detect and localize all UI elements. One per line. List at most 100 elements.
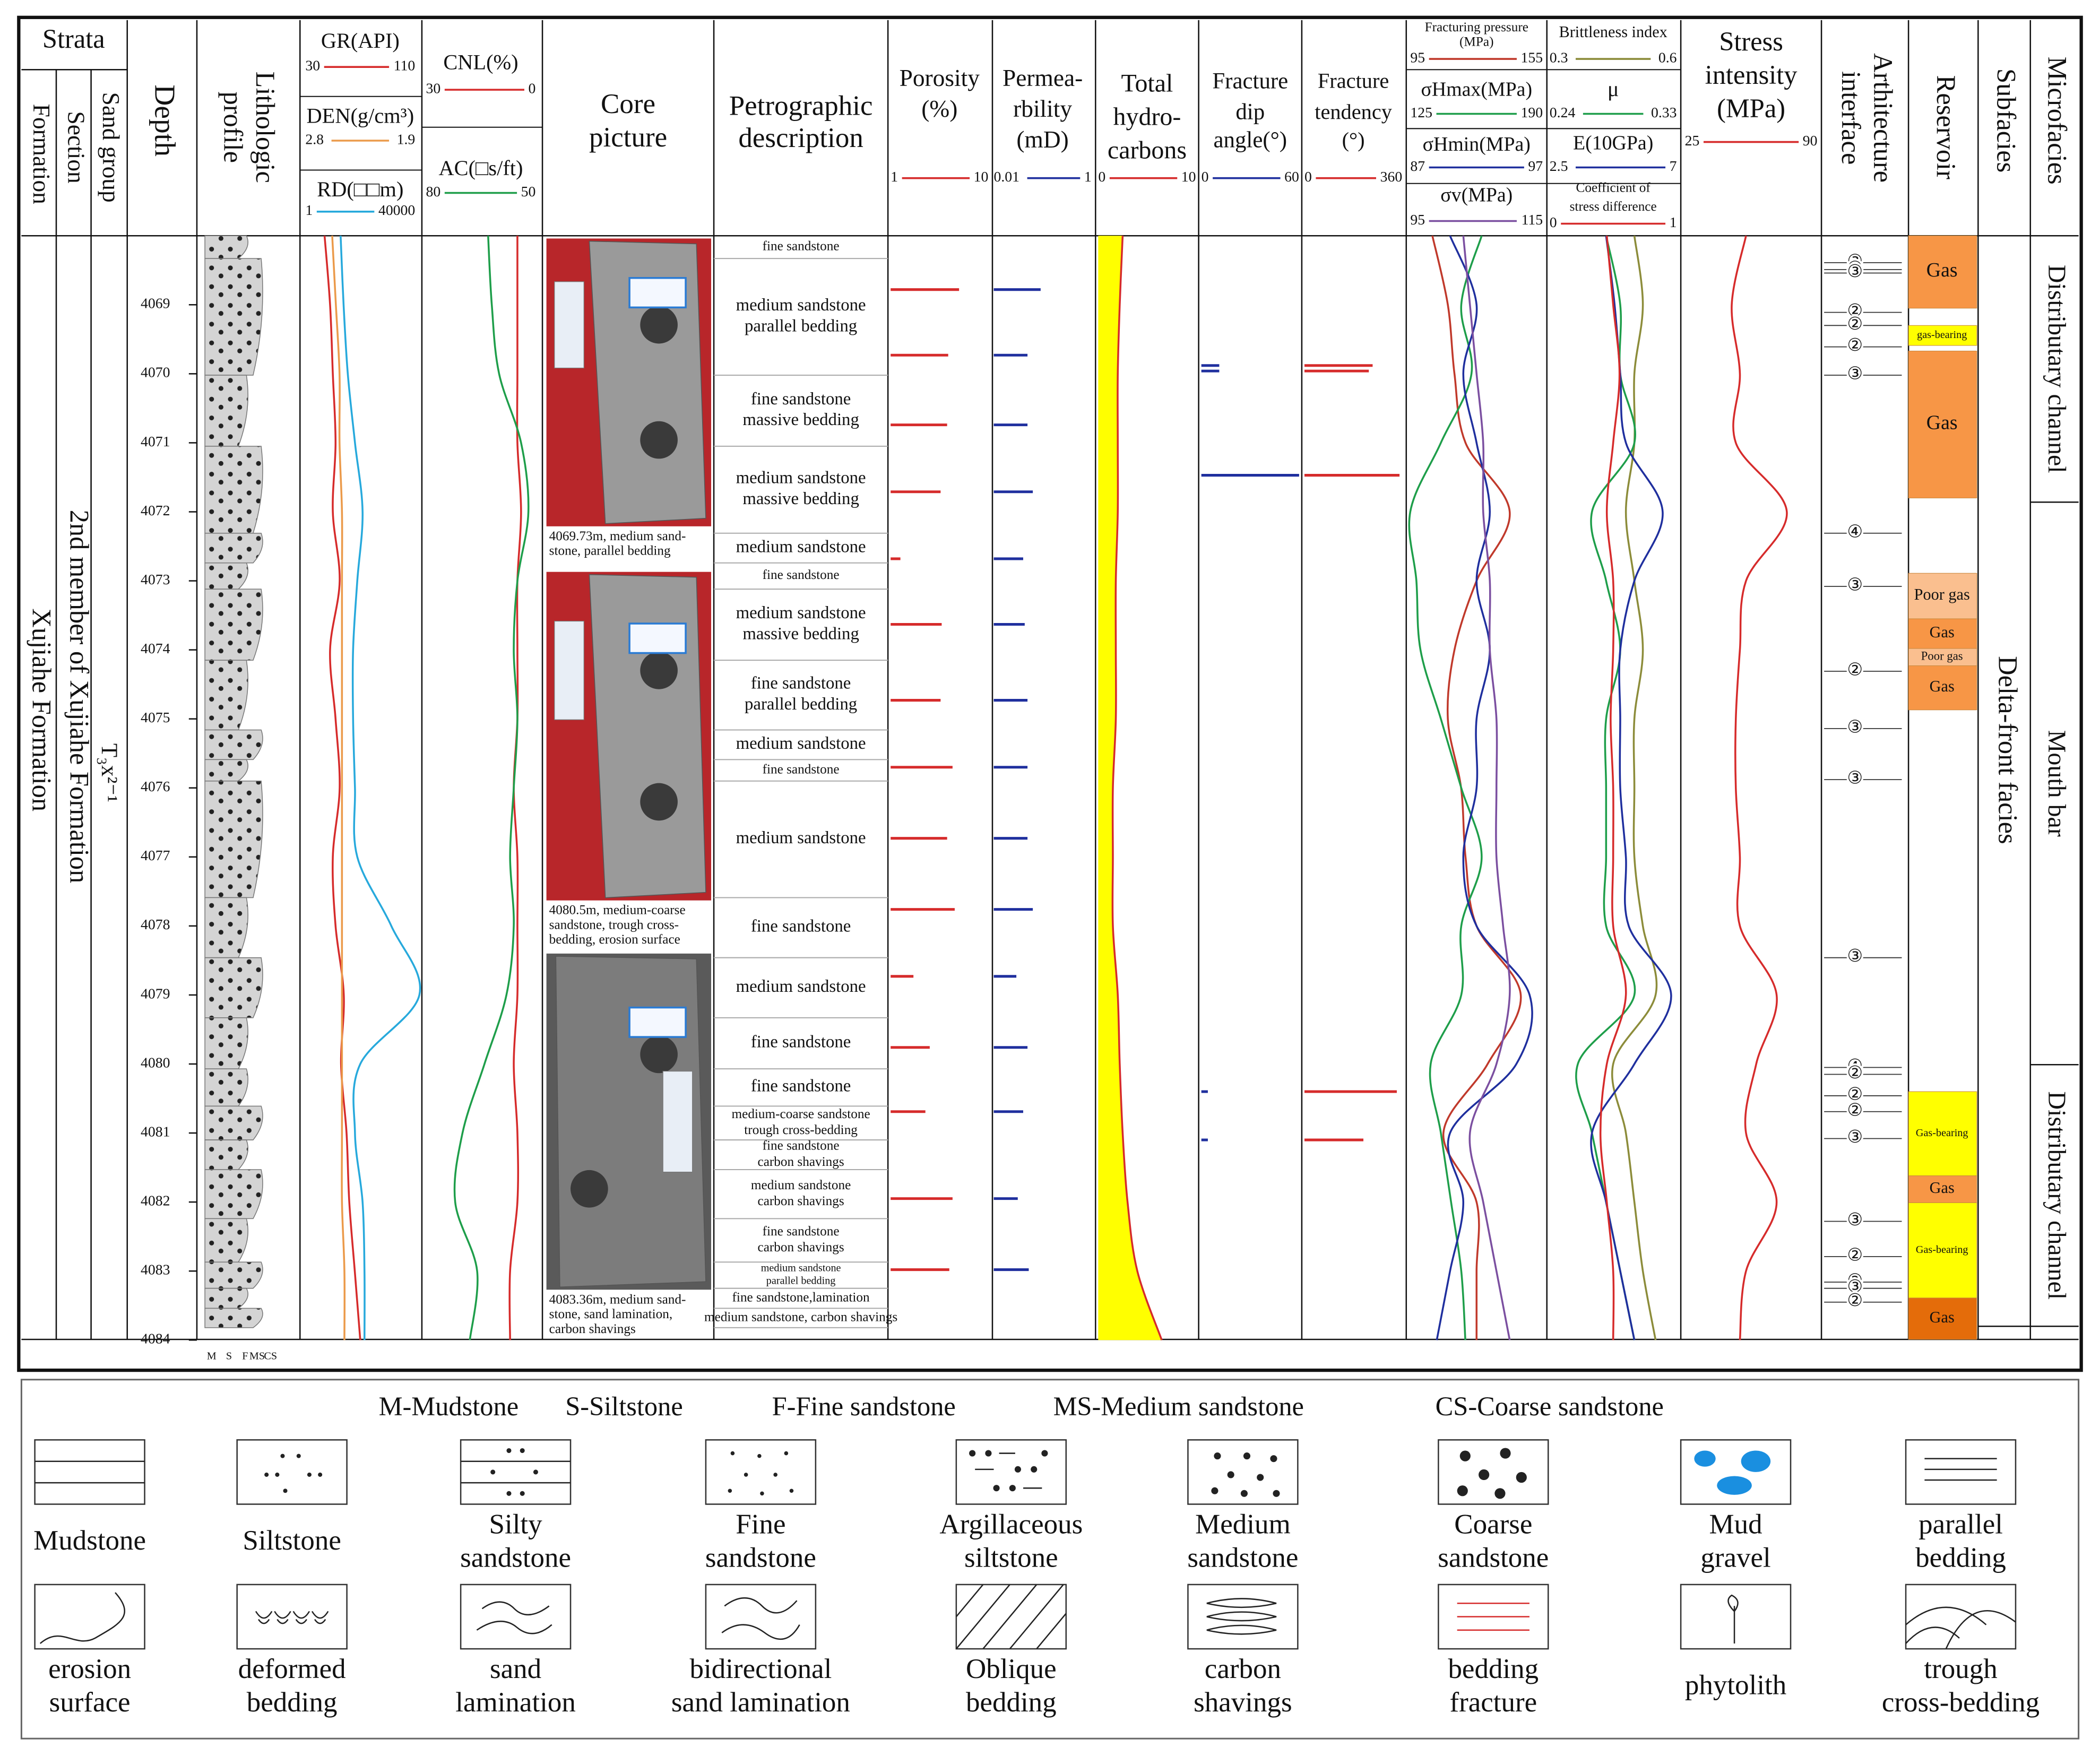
- reservoir-interval: [1908, 350, 1977, 498]
- legend-symbol: [1270, 1455, 1277, 1463]
- legend-symbol: [1500, 1448, 1511, 1459]
- depth-tick-label: 4078: [141, 916, 170, 933]
- legend-symbol: [1494, 1488, 1506, 1499]
- legend-symbol: [1479, 1469, 1490, 1481]
- lithology-bed: [204, 780, 263, 898]
- lithology-bed: [204, 1261, 263, 1289]
- legend-abbreviation: F-Fine sandstone: [772, 1391, 956, 1421]
- legend-symbol: [1741, 1450, 1771, 1472]
- legend-symbol: [773, 1473, 777, 1477]
- legend-abbreviation: S-Siltstone: [565, 1391, 683, 1421]
- depth-tick-label: 4072: [141, 503, 170, 519]
- legend-symbol: [1031, 1466, 1038, 1473]
- lithology-bed: [204, 1105, 263, 1140]
- reservoir-label: Poor gas: [1921, 649, 1963, 662]
- column-header: Petrographic: [729, 91, 873, 122]
- interface-order: ②: [1847, 660, 1862, 679]
- legend-symbol: [721, 1597, 800, 1640]
- bed-description: medium sandstone: [736, 537, 866, 556]
- scale-min: 1: [305, 202, 313, 219]
- scale-max: 155: [1521, 49, 1543, 66]
- legend-label: Oblique: [966, 1654, 1057, 1684]
- reservoir-label: Gas-bearing: [1916, 1127, 1968, 1139]
- legend-label: surface: [49, 1687, 131, 1718]
- legend-symbol: [993, 1485, 1000, 1492]
- bed-description: fine sandstone: [763, 239, 840, 253]
- legend-swatch: [1905, 1439, 2017, 1505]
- core-slab: [589, 240, 706, 524]
- scale-min: 80: [426, 184, 441, 200]
- log-curve: [323, 236, 361, 1340]
- legend-symbol: [39, 1592, 126, 1644]
- bed-description: massive bedding: [742, 489, 859, 508]
- scale-max: 360: [1380, 169, 1403, 185]
- bed-description: massive bedding: [742, 624, 859, 643]
- reservoir-interval: [1908, 1202, 1977, 1299]
- column-header: Formation: [28, 104, 55, 204]
- legend-symbol: [1211, 1487, 1218, 1494]
- lithology-bed: [204, 759, 248, 782]
- track-label: (MPa): [1459, 35, 1493, 49]
- scale-min: 0: [1304, 169, 1312, 185]
- grain-scale-label: S: [226, 1350, 232, 1362]
- depth-tick-label: 4076: [141, 778, 170, 795]
- track-label: carbons: [1108, 136, 1187, 165]
- interface-order: ③: [1847, 575, 1862, 594]
- log-curve: [1462, 236, 1511, 1340]
- core-caption: 4083.36m, medium sand-: [549, 1292, 686, 1307]
- depth-tick-label: 4071: [141, 434, 170, 450]
- legend-swatch: [1905, 1584, 2017, 1650]
- bed-description: medium sandstone: [736, 469, 866, 488]
- reservoir-interval: [1908, 235, 1977, 309]
- legend-label: sand: [490, 1654, 541, 1684]
- legend-abbreviation: CS-Coarse sandstone: [1436, 1391, 1664, 1421]
- legend-symbol: [975, 1452, 1042, 1489]
- legend-symbol: [506, 1491, 512, 1496]
- track-label: (°): [1342, 128, 1365, 152]
- track-label: E(10GPa): [1573, 132, 1653, 154]
- bed-description: carbon shavings: [758, 1240, 844, 1255]
- lithology-bed: [204, 729, 263, 760]
- core-caption: carbon shavings: [549, 1322, 636, 1336]
- legend-symbol: [292, 1611, 310, 1624]
- reservoir-interval: [1908, 1175, 1977, 1203]
- interface-order: ③: [1847, 258, 1862, 278]
- bed-description: fine sandstone: [763, 762, 840, 776]
- scale-max: 190: [1521, 105, 1543, 121]
- curve-fill: [1098, 236, 1162, 1340]
- scale-max: 90: [1803, 133, 1818, 149]
- track-label: AC(□s/ft): [438, 156, 523, 180]
- legend-symbol: [283, 1489, 288, 1493]
- scale-min: 2.5: [1550, 158, 1568, 175]
- core-hole: [640, 1035, 678, 1074]
- depth-tick-label: 4080: [141, 1054, 170, 1071]
- log-curve: [508, 236, 522, 1340]
- column-header: profile: [218, 92, 248, 163]
- scale-min: 0.3: [1550, 49, 1568, 66]
- legend-abbreviation: M-Mudstone: [379, 1391, 519, 1421]
- column-header: Reservoir: [1931, 75, 1961, 179]
- core-hole: [640, 652, 678, 689]
- log-curve: [1408, 235, 1483, 1340]
- legend-symbol: [1727, 1594, 1739, 1643]
- formation-name: Xujiahe Formation: [27, 608, 57, 811]
- interface-order: ②: [1847, 315, 1862, 334]
- depth-tick-label: 4083: [141, 1262, 170, 1278]
- scale-min: 0: [1202, 169, 1209, 185]
- reservoir-label: Gas: [1930, 623, 1955, 641]
- microfacies-label: Mouth bar: [2043, 730, 2071, 837]
- legend-symbol: [1014, 1466, 1021, 1473]
- scale-card: [554, 620, 584, 720]
- scale-min: 95: [1410, 212, 1425, 228]
- legend-symbol: [969, 1450, 976, 1457]
- reservoir-label: Gas: [1926, 412, 1958, 434]
- legend-label: carbon: [1205, 1654, 1281, 1684]
- bed-description: carbon shavings: [758, 1194, 844, 1208]
- track-label: dip: [1235, 99, 1265, 124]
- scale-max: 60: [1284, 169, 1299, 185]
- legend-symbol: [1206, 1598, 1277, 1608]
- legend-symbol: [1457, 1485, 1468, 1497]
- depth-tick-label: 4079: [141, 985, 170, 1002]
- log-curve: [1611, 236, 1658, 1340]
